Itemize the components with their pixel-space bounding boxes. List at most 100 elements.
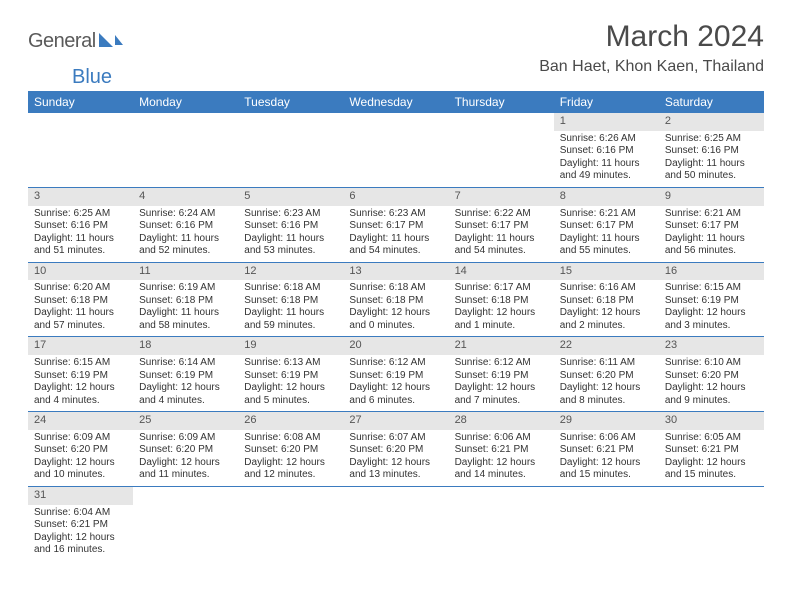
sunrise-text: Sunrise: 6:20 AM bbox=[34, 282, 127, 295]
calendar-cell: 29Sunrise: 6:06 AMSunset: 6:21 PMDayligh… bbox=[554, 412, 659, 487]
sunrise-text: Sunrise: 6:15 AM bbox=[665, 282, 758, 295]
day-details: Sunrise: 6:26 AMSunset: 6:16 PMDaylight:… bbox=[554, 131, 659, 187]
sunrise-text: Sunrise: 6:10 AM bbox=[665, 357, 758, 370]
daylight-text: Daylight: 11 hours and 50 minutes. bbox=[665, 158, 758, 183]
calendar-cell: 9Sunrise: 6:21 AMSunset: 6:17 PMDaylight… bbox=[659, 187, 764, 262]
day-number: 12 bbox=[238, 263, 343, 281]
sunset-text: Sunset: 6:21 PM bbox=[34, 519, 127, 532]
calendar-cell: 25Sunrise: 6:09 AMSunset: 6:20 PMDayligh… bbox=[133, 412, 238, 487]
daylight-text: Daylight: 12 hours and 13 minutes. bbox=[349, 457, 442, 482]
dow-header: Tuesday bbox=[238, 91, 343, 113]
calendar-cell: 16Sunrise: 6:15 AMSunset: 6:19 PMDayligh… bbox=[659, 262, 764, 337]
sunset-text: Sunset: 6:17 PM bbox=[455, 220, 548, 233]
calendar-cell bbox=[343, 486, 448, 560]
day-details: Sunrise: 6:18 AMSunset: 6:18 PMDaylight:… bbox=[238, 280, 343, 336]
day-details: Sunrise: 6:12 AMSunset: 6:19 PMDaylight:… bbox=[343, 355, 448, 411]
daylight-text: Daylight: 12 hours and 16 minutes. bbox=[34, 532, 127, 557]
day-details: Sunrise: 6:15 AMSunset: 6:19 PMDaylight:… bbox=[28, 355, 133, 411]
calendar-cell: 28Sunrise: 6:06 AMSunset: 6:21 PMDayligh… bbox=[449, 412, 554, 487]
daylight-text: Daylight: 12 hours and 3 minutes. bbox=[665, 307, 758, 332]
day-details: Sunrise: 6:21 AMSunset: 6:17 PMDaylight:… bbox=[659, 206, 764, 262]
calendar-cell: 3Sunrise: 6:25 AMSunset: 6:16 PMDaylight… bbox=[28, 187, 133, 262]
daylight-text: Daylight: 12 hours and 15 minutes. bbox=[665, 457, 758, 482]
calendar-cell: 12Sunrise: 6:18 AMSunset: 6:18 PMDayligh… bbox=[238, 262, 343, 337]
day-details: Sunrise: 6:12 AMSunset: 6:19 PMDaylight:… bbox=[449, 355, 554, 411]
calendar-cell: 18Sunrise: 6:14 AMSunset: 6:19 PMDayligh… bbox=[133, 337, 238, 412]
brand-part2: Blue bbox=[72, 66, 792, 89]
sunset-text: Sunset: 6:18 PM bbox=[34, 295, 127, 308]
day-number: 8 bbox=[554, 188, 659, 206]
calendar-cell: 10Sunrise: 6:20 AMSunset: 6:18 PMDayligh… bbox=[28, 262, 133, 337]
sunrise-text: Sunrise: 6:11 AM bbox=[560, 357, 653, 370]
day-number: 25 bbox=[133, 412, 238, 430]
calendar-body: 1Sunrise: 6:26 AMSunset: 6:16 PMDaylight… bbox=[28, 113, 764, 561]
calendar-cell: 23Sunrise: 6:10 AMSunset: 6:20 PMDayligh… bbox=[659, 337, 764, 412]
sunset-text: Sunset: 6:18 PM bbox=[455, 295, 548, 308]
sunrise-text: Sunrise: 6:15 AM bbox=[34, 357, 127, 370]
day-number: 19 bbox=[238, 337, 343, 355]
day-details: Sunrise: 6:08 AMSunset: 6:20 PMDaylight:… bbox=[238, 430, 343, 486]
sunset-text: Sunset: 6:20 PM bbox=[139, 444, 232, 457]
calendar-cell: 5Sunrise: 6:23 AMSunset: 6:16 PMDaylight… bbox=[238, 187, 343, 262]
sunset-text: Sunset: 6:21 PM bbox=[665, 444, 758, 457]
day-details: Sunrise: 6:22 AMSunset: 6:17 PMDaylight:… bbox=[449, 206, 554, 262]
daylight-text: Daylight: 12 hours and 6 minutes. bbox=[349, 382, 442, 407]
day-number: 11 bbox=[133, 263, 238, 281]
daylight-text: Daylight: 11 hours and 58 minutes. bbox=[139, 307, 232, 332]
sunrise-text: Sunrise: 6:06 AM bbox=[560, 432, 653, 445]
calendar-cell: 6Sunrise: 6:23 AMSunset: 6:17 PMDaylight… bbox=[343, 187, 448, 262]
calendar-table: SundayMondayTuesdayWednesdayThursdayFrid… bbox=[28, 91, 764, 561]
calendar-cell: 20Sunrise: 6:12 AMSunset: 6:19 PMDayligh… bbox=[343, 337, 448, 412]
daylight-text: Daylight: 12 hours and 2 minutes. bbox=[560, 307, 653, 332]
sunrise-text: Sunrise: 6:12 AM bbox=[349, 357, 442, 370]
sunrise-text: Sunrise: 6:22 AM bbox=[455, 208, 548, 221]
daylight-text: Daylight: 12 hours and 9 minutes. bbox=[665, 382, 758, 407]
day-number: 17 bbox=[28, 337, 133, 355]
sunrise-text: Sunrise: 6:07 AM bbox=[349, 432, 442, 445]
sunrise-text: Sunrise: 6:05 AM bbox=[665, 432, 758, 445]
sunrise-text: Sunrise: 6:17 AM bbox=[455, 282, 548, 295]
calendar-cell bbox=[238, 486, 343, 560]
sunrise-text: Sunrise: 6:16 AM bbox=[560, 282, 653, 295]
calendar-cell: 24Sunrise: 6:09 AMSunset: 6:20 PMDayligh… bbox=[28, 412, 133, 487]
sunset-text: Sunset: 6:20 PM bbox=[244, 444, 337, 457]
daylight-text: Daylight: 12 hours and 0 minutes. bbox=[349, 307, 442, 332]
day-number: 24 bbox=[28, 412, 133, 430]
daylight-text: Daylight: 12 hours and 5 minutes. bbox=[244, 382, 337, 407]
sunset-text: Sunset: 6:20 PM bbox=[665, 370, 758, 383]
sunset-text: Sunset: 6:19 PM bbox=[349, 370, 442, 383]
day-details: Sunrise: 6:20 AMSunset: 6:18 PMDaylight:… bbox=[28, 280, 133, 336]
sunset-text: Sunset: 6:19 PM bbox=[455, 370, 548, 383]
calendar-cell bbox=[133, 113, 238, 187]
day-number: 31 bbox=[28, 487, 133, 505]
sunset-text: Sunset: 6:16 PM bbox=[34, 220, 127, 233]
sail-icon bbox=[99, 33, 113, 47]
calendar-cell: 11Sunrise: 6:19 AMSunset: 6:18 PMDayligh… bbox=[133, 262, 238, 337]
day-details: Sunrise: 6:21 AMSunset: 6:17 PMDaylight:… bbox=[554, 206, 659, 262]
day-details: Sunrise: 6:25 AMSunset: 6:16 PMDaylight:… bbox=[28, 206, 133, 262]
day-number: 15 bbox=[554, 263, 659, 281]
daylight-text: Daylight: 12 hours and 10 minutes. bbox=[34, 457, 127, 482]
day-details: Sunrise: 6:11 AMSunset: 6:20 PMDaylight:… bbox=[554, 355, 659, 411]
day-details: Sunrise: 6:10 AMSunset: 6:20 PMDaylight:… bbox=[659, 355, 764, 411]
calendar-cell: 26Sunrise: 6:08 AMSunset: 6:20 PMDayligh… bbox=[238, 412, 343, 487]
day-details: Sunrise: 6:24 AMSunset: 6:16 PMDaylight:… bbox=[133, 206, 238, 262]
sunrise-text: Sunrise: 6:18 AM bbox=[349, 282, 442, 295]
daylight-text: Daylight: 11 hours and 56 minutes. bbox=[665, 233, 758, 258]
day-details: Sunrise: 6:06 AMSunset: 6:21 PMDaylight:… bbox=[554, 430, 659, 486]
calendar-cell: 30Sunrise: 6:05 AMSunset: 6:21 PMDayligh… bbox=[659, 412, 764, 487]
sunset-text: Sunset: 6:19 PM bbox=[34, 370, 127, 383]
daylight-text: Daylight: 12 hours and 15 minutes. bbox=[560, 457, 653, 482]
sunrise-text: Sunrise: 6:21 AM bbox=[665, 208, 758, 221]
calendar-cell: 2Sunrise: 6:25 AMSunset: 6:16 PMDaylight… bbox=[659, 113, 764, 187]
daylight-text: Daylight: 12 hours and 1 minute. bbox=[455, 307, 548, 332]
daylight-text: Daylight: 12 hours and 8 minutes. bbox=[560, 382, 653, 407]
day-number: 23 bbox=[659, 337, 764, 355]
sunset-text: Sunset: 6:21 PM bbox=[455, 444, 548, 457]
dow-header: Thursday bbox=[449, 91, 554, 113]
day-number: 27 bbox=[343, 412, 448, 430]
sunrise-text: Sunrise: 6:14 AM bbox=[139, 357, 232, 370]
day-number: 3 bbox=[28, 188, 133, 206]
month-title: March 2024 bbox=[539, 20, 764, 54]
day-number: 7 bbox=[449, 188, 554, 206]
